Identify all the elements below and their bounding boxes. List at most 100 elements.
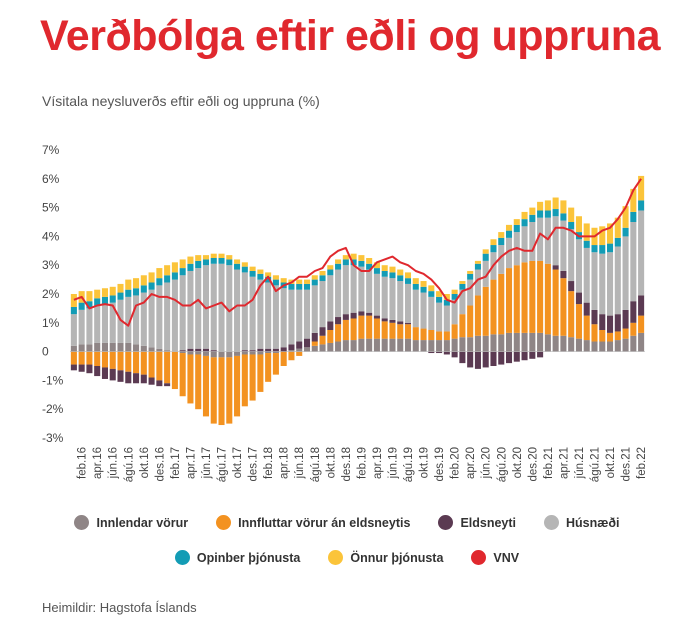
bar-segment	[397, 281, 404, 322]
bar-segment	[249, 276, 256, 351]
bar-segment	[568, 207, 575, 222]
bar-segment	[101, 296, 108, 305]
legend-item-husnaedi: Húsnæði	[544, 515, 620, 530]
bar-segment	[389, 278, 396, 320]
x-tick-label: ágú.21	[589, 447, 601, 482]
bar-segment	[451, 324, 458, 339]
bar-segment	[241, 266, 248, 273]
bar-segment	[443, 331, 450, 341]
bar-segment	[358, 255, 365, 261]
bar-segment	[529, 260, 536, 333]
bar-segment	[117, 292, 124, 300]
bar-segment	[78, 302, 85, 310]
bar-segment	[125, 371, 132, 384]
bar-segment	[614, 340, 621, 352]
source-note: Heimildir: Hagstofa Íslands	[42, 600, 197, 615]
bar-segment	[591, 324, 598, 342]
bar-segment	[125, 342, 132, 352]
bar-segment	[521, 351, 528, 361]
bar-segment	[614, 246, 621, 315]
bar-segment	[179, 350, 186, 352]
bar-segment	[148, 289, 155, 348]
bar-segment	[133, 278, 140, 289]
legend-label: Innfluttar vörur án eldsneytis	[238, 515, 411, 530]
bar-segment	[187, 354, 194, 404]
x-tick-label: feb.17	[170, 447, 182, 479]
bar-segment	[404, 278, 412, 284]
bar-segment	[490, 279, 497, 335]
bar-segment	[358, 315, 365, 339]
legend-item-eldsneyti: Eldsneyti	[438, 515, 516, 530]
bar-segment	[140, 275, 147, 286]
bar-segment	[327, 321, 334, 330]
bar-segment	[373, 318, 380, 339]
bar-segment	[257, 269, 264, 274]
bar-segment	[358, 266, 365, 312]
bar-segment	[443, 299, 450, 306]
legend-row-2: Opinber þjónusta Önnur þjónusta VNV	[0, 550, 694, 565]
bar-segment	[148, 377, 155, 385]
bar-segment	[319, 335, 326, 345]
bar-segment	[303, 283, 311, 290]
bar-segment	[133, 351, 140, 374]
bar-segment	[614, 314, 621, 332]
bar-segment	[583, 223, 590, 241]
bar-segment	[117, 351, 124, 371]
bar-segment	[164, 350, 171, 352]
bar-segment	[537, 332, 544, 352]
bar-segment	[327, 342, 334, 352]
bar-segment	[109, 351, 116, 369]
bar-segment	[381, 321, 388, 339]
bar-segment	[70, 351, 77, 365]
bar-segment	[490, 239, 497, 246]
bar-segment	[195, 354, 202, 410]
bar-segment	[622, 328, 629, 339]
bar-segment	[622, 309, 629, 329]
bar-segment	[521, 262, 528, 333]
x-tick-label: okt.21	[605, 447, 617, 478]
legend-dot	[544, 515, 560, 530]
bar-segment	[335, 324, 342, 342]
bar-segment	[630, 188, 637, 212]
bar-segment	[265, 272, 272, 277]
legend-dot	[216, 515, 232, 530]
bar-segment	[459, 281, 466, 284]
bar-segment	[614, 217, 621, 238]
bar-segment	[397, 321, 404, 325]
bar-segment	[164, 282, 171, 351]
bar-segment	[272, 348, 279, 352]
bar-segment	[451, 351, 458, 358]
bar-segment	[451, 289, 458, 294]
x-tick-label: feb.19	[356, 447, 368, 479]
bar-segment	[327, 269, 334, 276]
bar-segment	[164, 351, 171, 384]
x-tick-label: ágú.19	[403, 447, 415, 482]
bar-segment	[358, 338, 365, 352]
legend-dot	[438, 515, 454, 530]
bar-segment	[234, 263, 241, 270]
bar-segment	[560, 335, 567, 352]
bar-segment	[70, 364, 77, 371]
bar-segment	[319, 275, 326, 282]
bar-segment	[467, 351, 474, 368]
x-tick-label: jún.18	[294, 447, 306, 479]
bar-segment	[630, 301, 637, 323]
bar-segment	[436, 302, 443, 332]
bar-segment	[226, 265, 233, 352]
bar-segment	[575, 216, 582, 233]
bar-segment	[521, 219, 528, 227]
legend-dot	[74, 515, 90, 530]
vnv-line	[73, 178, 642, 327]
bar-segment	[412, 283, 419, 290]
bar-segment	[638, 295, 645, 316]
bar-segment	[140, 285, 147, 293]
bar-segment	[436, 340, 443, 352]
bar-segment	[397, 269, 404, 276]
bar-segment	[249, 266, 256, 271]
bar-segment	[156, 380, 163, 387]
bar-segment	[599, 330, 606, 342]
bar-segment	[156, 348, 163, 352]
bar-segment	[630, 335, 637, 352]
y-tick-label: 0	[42, 345, 49, 359]
bar-segment	[404, 272, 412, 279]
